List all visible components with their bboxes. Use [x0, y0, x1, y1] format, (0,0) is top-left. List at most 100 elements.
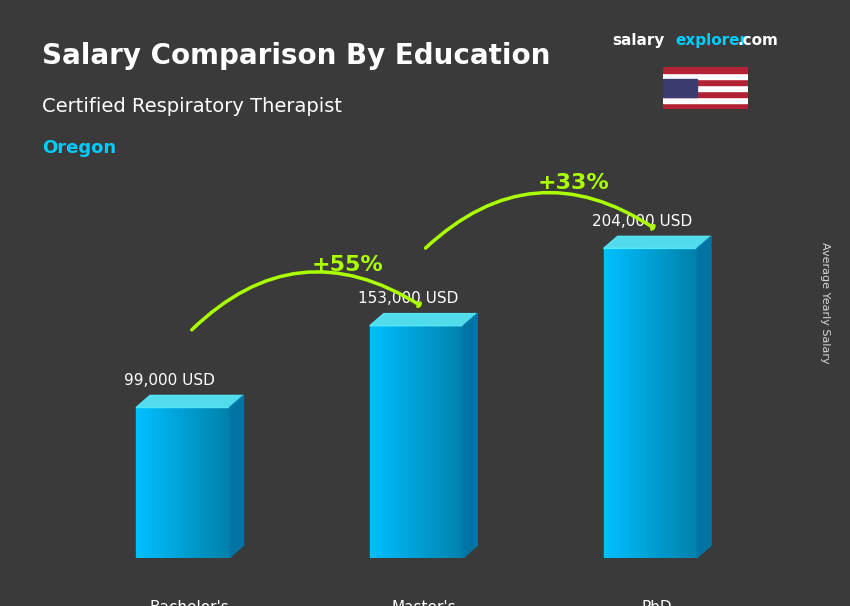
Text: Bachelor's
Degree: Bachelor's Degree: [150, 600, 230, 606]
Text: 204,000 USD: 204,000 USD: [592, 214, 692, 228]
Bar: [650, 248, 653, 558]
Bar: [391, 326, 394, 558]
Bar: [663, 103, 748, 109]
Text: PhD: PhD: [642, 600, 672, 606]
Bar: [218, 408, 221, 558]
Bar: [400, 326, 403, 558]
Text: Master's
Degree: Master's Degree: [391, 600, 456, 606]
Bar: [403, 326, 405, 558]
Bar: [159, 408, 162, 558]
Bar: [657, 248, 660, 558]
Bar: [139, 408, 141, 558]
Bar: [620, 248, 623, 558]
Bar: [423, 326, 427, 558]
Bar: [608, 248, 611, 558]
Bar: [370, 326, 372, 558]
Bar: [148, 408, 150, 558]
Bar: [150, 408, 153, 558]
Bar: [414, 326, 417, 558]
Bar: [672, 248, 674, 558]
Bar: [145, 408, 148, 558]
Bar: [694, 248, 698, 558]
Bar: [632, 248, 634, 558]
Bar: [157, 408, 160, 558]
Polygon shape: [697, 236, 711, 558]
Bar: [379, 326, 382, 558]
Bar: [615, 248, 618, 558]
Bar: [663, 91, 748, 97]
Bar: [430, 326, 434, 558]
Bar: [167, 408, 169, 558]
Bar: [190, 408, 193, 558]
Text: +33%: +33%: [538, 173, 609, 193]
Bar: [372, 326, 375, 558]
Bar: [215, 408, 218, 558]
Bar: [673, 248, 677, 558]
Bar: [626, 248, 630, 558]
Text: Salary Comparison By Education: Salary Comparison By Education: [42, 42, 551, 70]
Bar: [638, 248, 642, 558]
Bar: [171, 408, 174, 558]
Bar: [449, 326, 452, 558]
Text: salary: salary: [612, 33, 665, 48]
Bar: [208, 408, 212, 558]
Bar: [688, 248, 690, 558]
Text: .com: .com: [738, 33, 779, 48]
Bar: [178, 408, 181, 558]
Polygon shape: [463, 314, 477, 558]
Bar: [685, 248, 688, 558]
Bar: [613, 248, 615, 558]
Bar: [663, 85, 748, 91]
Bar: [669, 248, 672, 558]
Bar: [459, 326, 462, 558]
Bar: [660, 248, 662, 558]
Bar: [384, 326, 387, 558]
Bar: [187, 408, 190, 558]
Bar: [440, 326, 443, 558]
Bar: [206, 408, 209, 558]
Bar: [461, 326, 464, 558]
Bar: [445, 326, 447, 558]
Bar: [143, 408, 146, 558]
Bar: [641, 248, 643, 558]
Bar: [606, 248, 609, 558]
Bar: [433, 326, 436, 558]
Text: 153,000 USD: 153,000 USD: [358, 291, 458, 306]
Bar: [374, 326, 377, 558]
Bar: [388, 326, 391, 558]
Bar: [213, 408, 216, 558]
Bar: [195, 408, 197, 558]
Bar: [447, 326, 450, 558]
Bar: [199, 408, 202, 558]
Bar: [636, 248, 639, 558]
Bar: [451, 326, 455, 558]
Text: Oregon: Oregon: [42, 139, 116, 158]
Bar: [676, 248, 679, 558]
Bar: [648, 248, 651, 558]
Bar: [227, 408, 230, 558]
Bar: [617, 248, 620, 558]
Polygon shape: [136, 396, 243, 408]
Bar: [629, 248, 632, 558]
Text: Average Yearly Salary: Average Yearly Salary: [819, 242, 830, 364]
Bar: [223, 408, 225, 558]
Bar: [653, 248, 655, 558]
Bar: [634, 248, 637, 558]
Text: Certified Respiratory Therapist: Certified Respiratory Therapist: [42, 97, 343, 116]
Text: 99,000 USD: 99,000 USD: [124, 373, 215, 388]
Bar: [428, 326, 431, 558]
Bar: [435, 326, 438, 558]
Bar: [426, 326, 428, 558]
Bar: [663, 67, 748, 73]
Bar: [405, 326, 408, 558]
Bar: [692, 248, 695, 558]
Bar: [643, 248, 646, 558]
Bar: [665, 248, 667, 558]
Bar: [185, 408, 188, 558]
Bar: [454, 326, 456, 558]
Bar: [438, 326, 440, 558]
Bar: [610, 248, 614, 558]
Bar: [192, 408, 195, 558]
Bar: [201, 408, 204, 558]
Polygon shape: [604, 236, 711, 248]
